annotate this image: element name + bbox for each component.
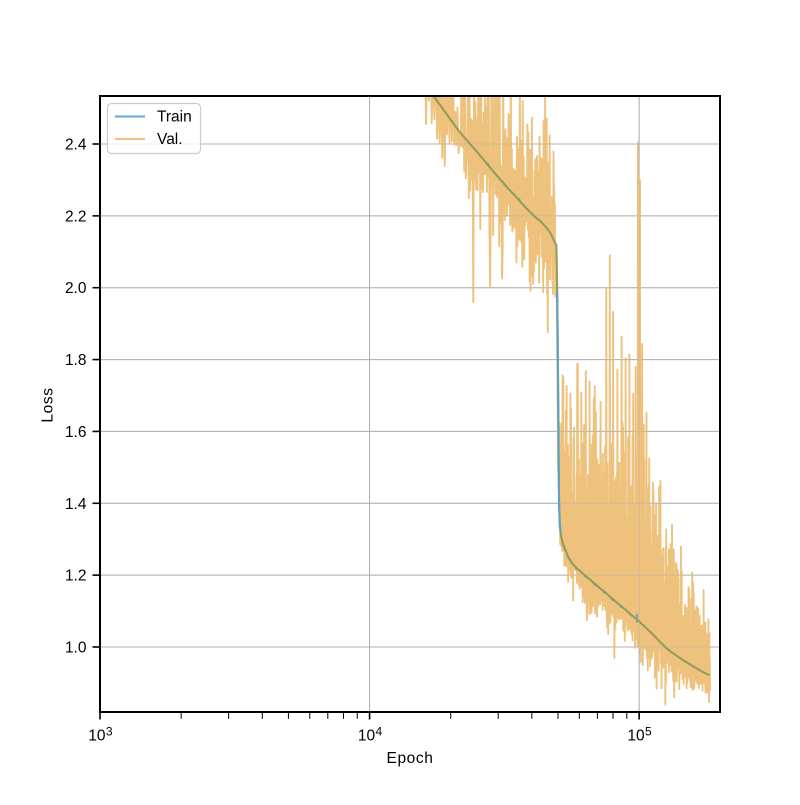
svg-text:Epoch: Epoch (387, 750, 434, 767)
svg-text:10: 10 (358, 728, 376, 745)
svg-text:3: 3 (106, 724, 113, 738)
svg-text:4: 4 (376, 724, 383, 738)
svg-text:1.4: 1.4 (65, 496, 87, 513)
svg-text:10: 10 (627, 728, 645, 745)
svg-text:1.6: 1.6 (65, 424, 87, 441)
svg-text:5: 5 (645, 724, 652, 738)
svg-text:2.0: 2.0 (65, 280, 87, 297)
svg-text:2.2: 2.2 (65, 208, 87, 225)
svg-text:1.2: 1.2 (65, 568, 87, 585)
svg-text:1.8: 1.8 (65, 352, 87, 369)
svg-text:Loss: Loss (40, 387, 57, 422)
svg-text:1.0: 1.0 (65, 640, 87, 657)
svg-text:10: 10 (88, 728, 106, 745)
svg-text:Train: Train (157, 109, 192, 126)
svg-text:2.4: 2.4 (65, 137, 87, 154)
svg-text:Val.: Val. (157, 131, 183, 148)
